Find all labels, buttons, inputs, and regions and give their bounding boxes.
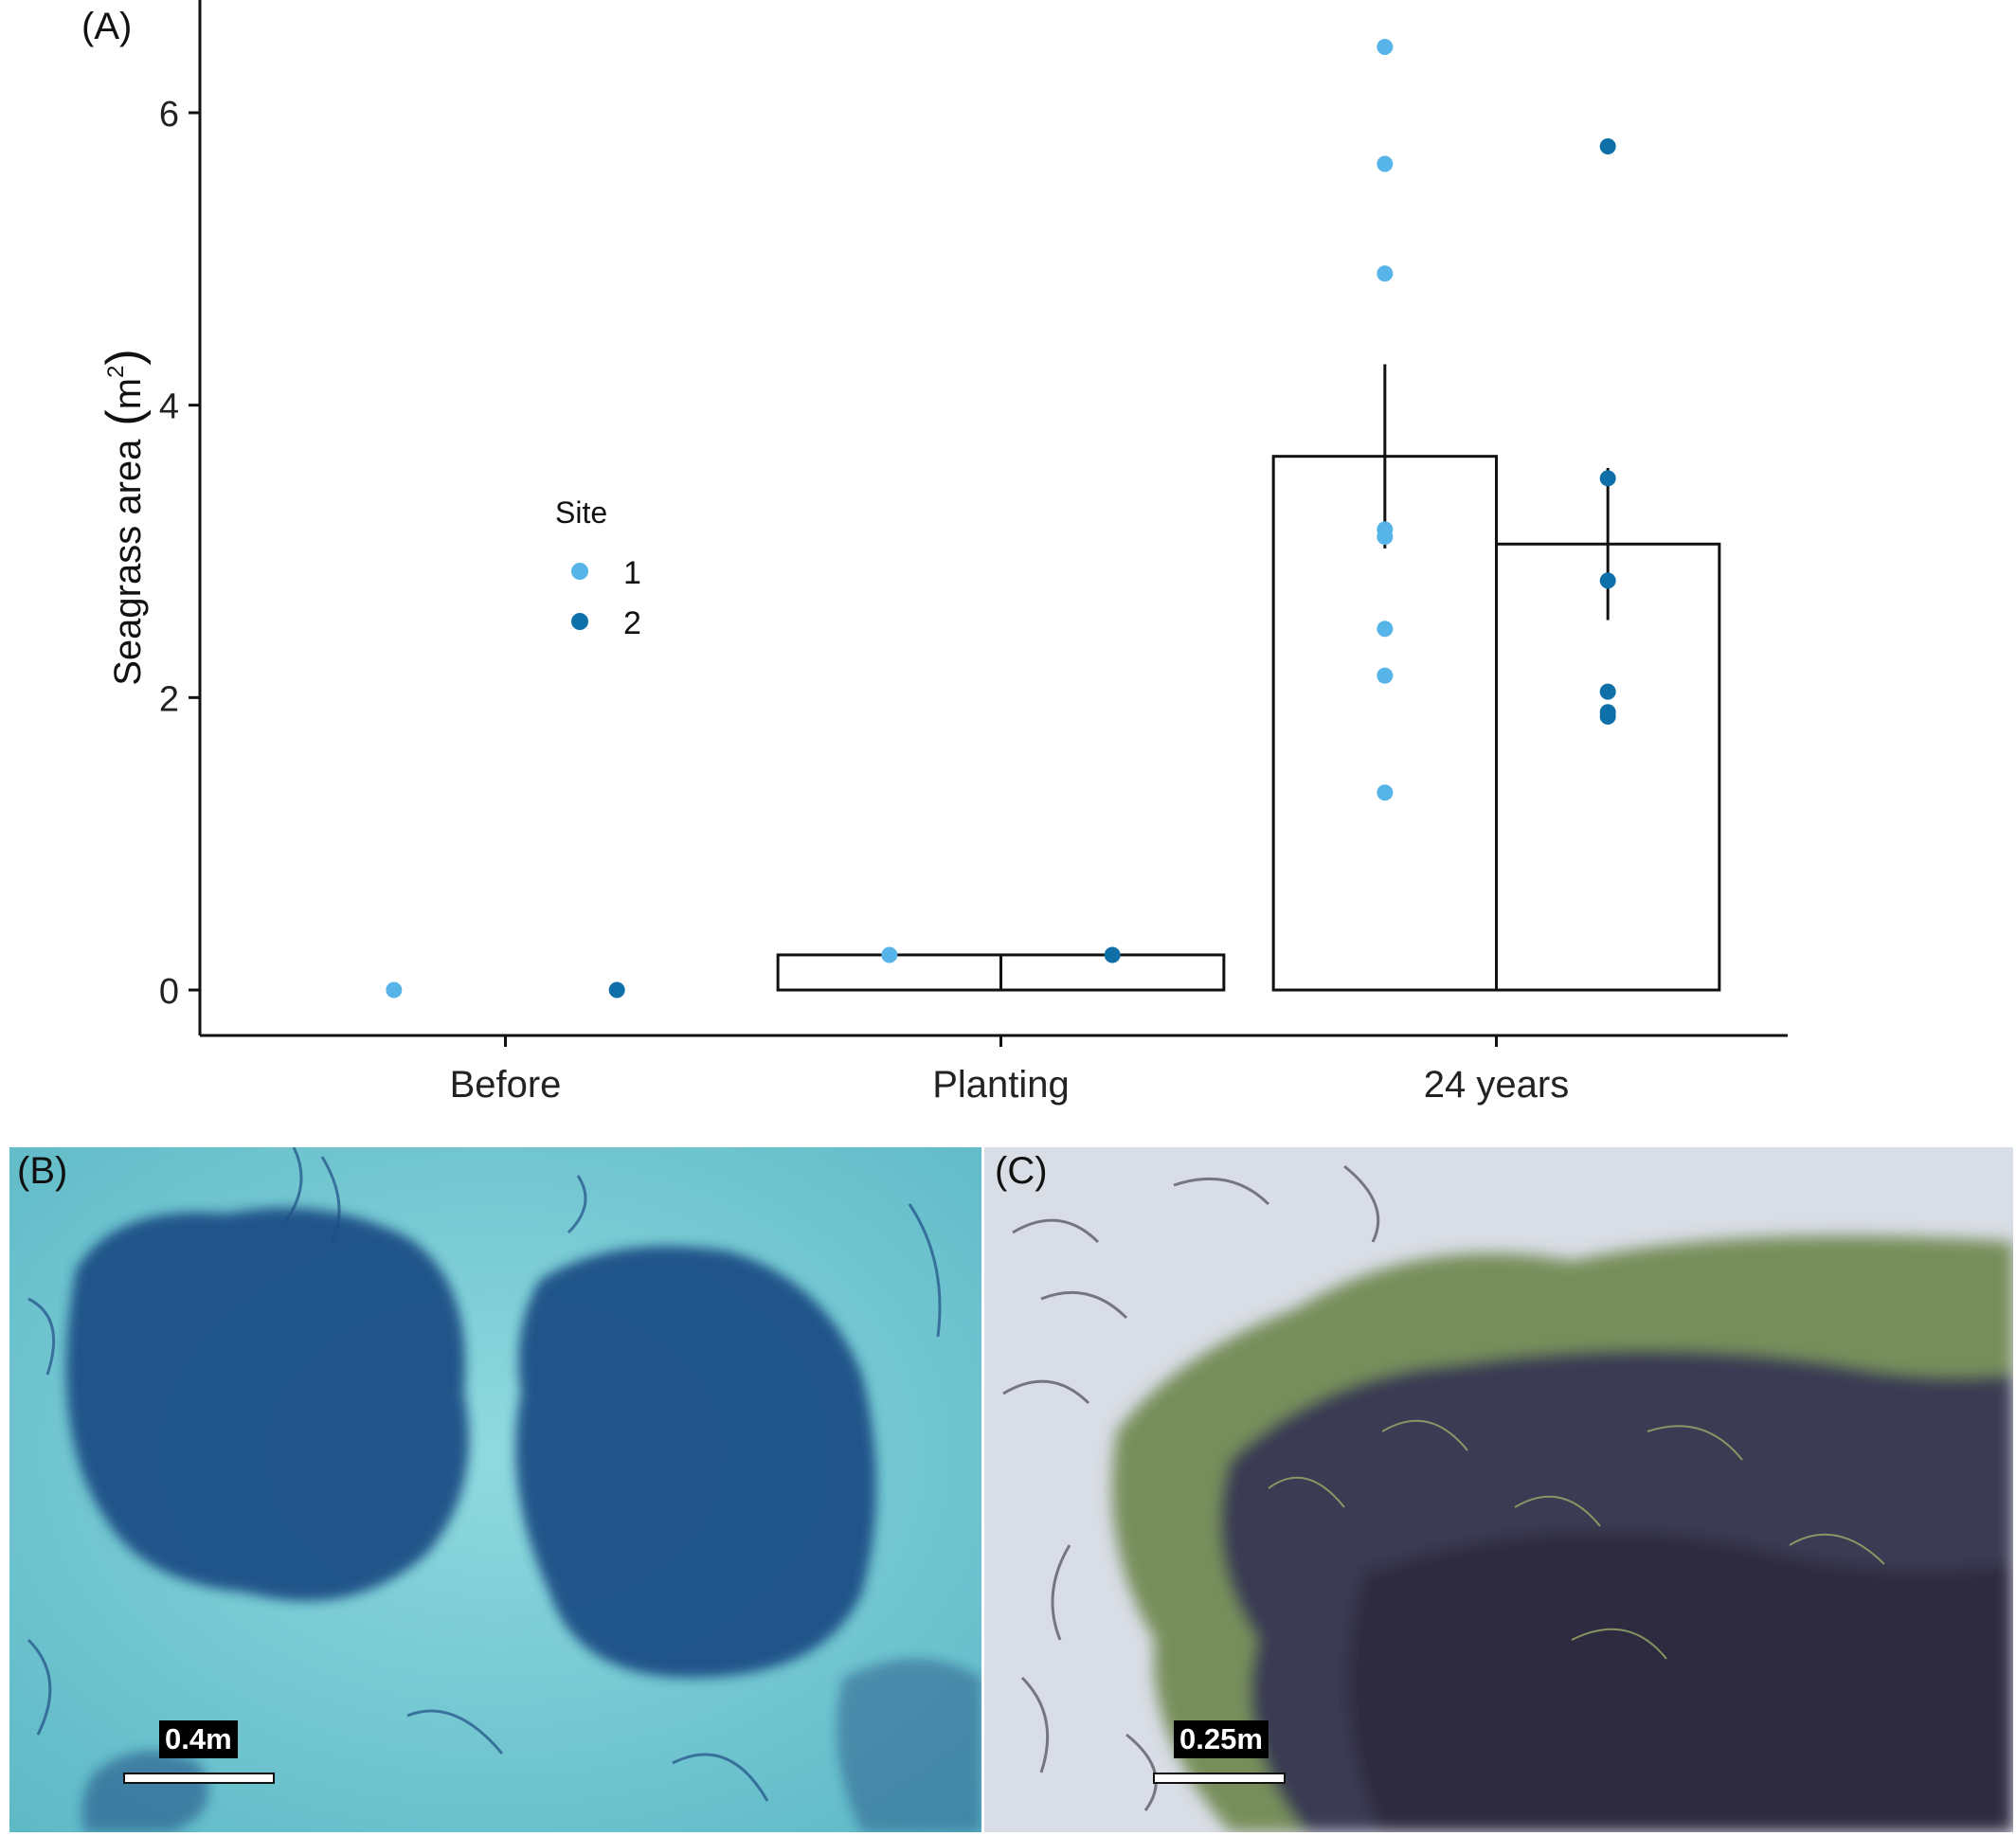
- point-site-2: [608, 981, 625, 999]
- error-bars: [1383, 364, 1610, 621]
- legend-label-site-1: 1: [623, 555, 641, 591]
- seagrass-area-chart: 0 2 4 6 Before Planting 24 years Seagrass are…: [97, 0, 1788, 1106]
- scale-label-b: 0.4m: [159, 1720, 238, 1758]
- bars: [776, 455, 1721, 992]
- point-site-1: [1377, 621, 1394, 638]
- panel-a-label: (A): [81, 6, 133, 47]
- point-site-1: [1377, 529, 1394, 546]
- point-site-1: [881, 946, 898, 963]
- scale-bar-b: [123, 1773, 275, 1784]
- y-axis-title: Seagrass area(m2): [97, 349, 152, 686]
- legend: Site 1 2: [555, 495, 641, 641]
- point-site-1: [1377, 155, 1394, 172]
- x-tick-label: Before: [450, 1064, 562, 1106]
- point-site-1: [1377, 265, 1394, 282]
- photo-b: 0.4m: [9, 1147, 981, 1832]
- x-tick-label: Planting: [932, 1064, 1070, 1106]
- y-tick-label: 0: [159, 972, 179, 1012]
- y-axis-title-text: Seagrass area: [107, 439, 149, 686]
- scale-label-c: 0.25m: [1174, 1720, 1269, 1758]
- panel-b-label: (B): [17, 1150, 68, 1192]
- photo-c: 0.25m: [984, 1147, 2013, 1832]
- scale-bar-c: [1153, 1773, 1286, 1784]
- legend-title: Site: [555, 495, 607, 530]
- point-site-2: [1599, 137, 1616, 154]
- photo-c-underwater-seagrass-meadow: [984, 1147, 2013, 1832]
- point-site-2: [1599, 708, 1616, 725]
- point-site-2: [1599, 572, 1616, 589]
- panel-c-label: (C): [995, 1150, 1048, 1192]
- y-axis-unit-superscript: 2: [103, 366, 129, 378]
- y-tick-label: 6: [159, 95, 179, 135]
- legend-key-site-1: [571, 563, 588, 580]
- point-site-2: [1599, 470, 1616, 487]
- x-tick-label: 24 years: [1424, 1064, 1569, 1106]
- y-ticks: 0 2 4 6: [159, 95, 200, 1012]
- point-site-1: [1377, 39, 1394, 56]
- y-axis-unit: m: [107, 378, 149, 409]
- point-site-2: [1599, 683, 1616, 700]
- point-site-1: [386, 981, 403, 999]
- photo-b-underwater-seagrass-patches: [9, 1147, 981, 1832]
- y-tick-label: 4: [159, 387, 179, 427]
- point-site-2: [1104, 946, 1121, 963]
- legend-key-site-2: [571, 613, 588, 630]
- legend-label-site-2: 2: [623, 605, 641, 641]
- data-points: [386, 39, 1616, 999]
- point-site-1: [1377, 667, 1394, 684]
- x-ticks: Before Planting 24 years: [450, 1035, 1569, 1106]
- y-tick-label: 2: [159, 679, 179, 719]
- point-site-1: [1377, 784, 1394, 801]
